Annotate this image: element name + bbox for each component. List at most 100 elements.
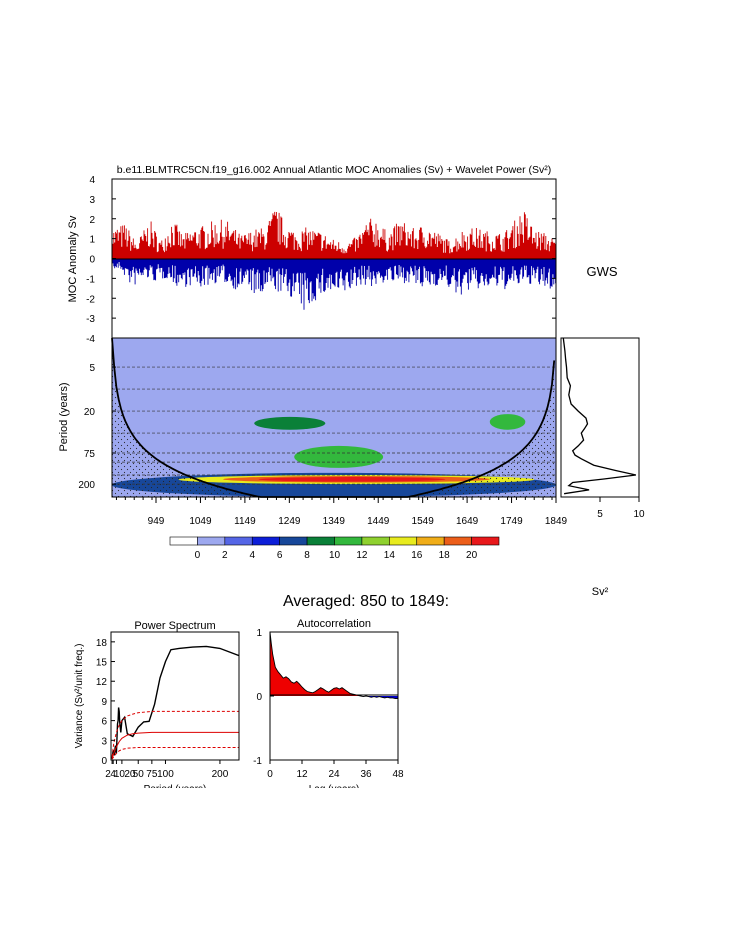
power-spectrum-x-tick-label: 20	[124, 769, 136, 780]
power-spectrum-series-line	[111, 645, 239, 759]
colorbar-swatch	[416, 536, 445, 546]
autocorrelation-negative-area	[270, 696, 398, 699]
power-spectrum-frame	[110, 631, 240, 761]
figure-title: b.e11.BLMTRC5CN.f19_g16.002 Annual Atlan…	[117, 164, 551, 176]
averaged-label: Averaged: 850 to 1849:	[283, 593, 449, 610]
wavelet-x-tick-label: 1549	[412, 516, 435, 527]
power-spectrum-series-line	[111, 747, 239, 760]
wavelet-x-tick-label: 949	[148, 516, 165, 527]
power-spectrum-series-line	[111, 710, 239, 757]
wavelet-x-ticks: 949 1049 1149 1249 1349 1449 1549 1649 1749 1849	[115, 497, 568, 527]
wavelet-y-tick-label: 20	[84, 407, 96, 418]
autocorrelation-y-tick-label: 0	[256, 692, 262, 703]
gws-line	[562, 337, 637, 495]
wavelet-background	[112, 338, 556, 497]
colorbar-swatch	[334, 536, 363, 546]
autocorrelation-line	[269, 631, 398, 700]
colorbar-tick-label: 10	[329, 550, 341, 561]
wavelet-x-tick-label: 1249	[278, 516, 301, 527]
power-spectrum-y-tick-label: 12	[96, 677, 108, 688]
wavelet-power-panel: 5 20 75 200 949 1049 1149 1249 1349 1449 1549 1649…	[58, 337, 568, 527]
moc-positive-bars	[111, 211, 557, 259]
wavelet-y-tick-label: 5	[89, 363, 95, 374]
colorbar-tick-label: 20	[466, 550, 478, 561]
moc-anomaly-bars	[111, 211, 557, 310]
colorbar-tick-label: 16	[411, 550, 423, 561]
autocorrelation-x-tick-label: 24	[328, 769, 340, 780]
colorbar-swatch	[443, 536, 472, 546]
autocorrelation-x-tick-label: 0	[267, 769, 273, 780]
wavelet-power-contour	[489, 414, 526, 430]
gws-x-tick-label: 10	[633, 509, 645, 520]
moc-y-axis-label: MOC Anomaly Sv	[67, 215, 79, 302]
moc-negative-bars	[111, 258, 557, 310]
colorbar-swatch	[224, 536, 253, 546]
colorbar-swatch	[251, 536, 280, 546]
autocorrelation-y-ticks: -1 0 1	[253, 628, 274, 767]
power-spectrum-y-tick-label: 15	[96, 658, 108, 669]
power-spectrum-x-tick-label: 10	[114, 769, 126, 780]
autocorrelation-x-ticks: 0 12 24 36 48	[267, 760, 404, 780]
autocorrelation-y-tick-label: 1	[256, 628, 262, 639]
power-spectrum-y-axis-label: Variance (Sv²/unit freq.)	[74, 644, 85, 749]
autocorrelation-x-tick-label: 36	[360, 769, 372, 780]
colorbar-tick-label: 18	[439, 550, 451, 561]
power-spectrum-x-tick-label: 50	[133, 769, 145, 780]
sv2-label: Sv²	[592, 586, 609, 598]
moc-y-tick-label: -4	[86, 334, 95, 345]
autocorrelation-positive-area	[270, 632, 398, 696]
power-spectrum-x-tick-label: 200	[212, 769, 229, 780]
moc-y-tick-label: 1	[89, 235, 95, 246]
colorbar-tick-label: 2	[222, 550, 228, 561]
gws-label: GWS	[586, 264, 617, 279]
wavelet-y-axis-label: Period (years)	[58, 382, 70, 451]
moc-y-tick-label: 0	[89, 255, 95, 266]
power-spectrum-x-tick-label: 100	[157, 769, 174, 780]
gws-panel: 5 10	[560, 337, 645, 520]
colorbar-tick-label: 6	[277, 550, 283, 561]
autocorrelation-title: Autocorrelation	[297, 618, 371, 630]
cone-of-influence-hatch	[112, 338, 556, 497]
wavelet-y-tick-label: 75	[84, 449, 96, 460]
colorbar-tick-label: 4	[249, 550, 255, 561]
moc-y-tick-label: 4	[89, 175, 95, 186]
colorbar-tick-label: 12	[356, 550, 368, 561]
wavelet-power-contour	[294, 445, 384, 468]
moc-y-tick-label: -3	[86, 314, 95, 325]
colorbar-swatch	[279, 536, 308, 546]
power-spectrum-y-tick-label: 6	[101, 717, 107, 728]
moc-y-tick-label: 2	[89, 215, 95, 226]
wavelet-x-tick-label: 1749	[500, 516, 523, 527]
moc-y-tick-label: -1	[86, 274, 95, 285]
wavelet-x-tick-label: 1049	[189, 516, 212, 527]
wavelet-x-tick-label: 1849	[545, 516, 568, 527]
moc-y-tick-label: 3	[89, 195, 95, 206]
power-spectrum-y-tick-label: 18	[96, 638, 108, 649]
colorbar-swatch	[169, 536, 198, 546]
moc-y-tick-label: -2	[86, 294, 95, 305]
colorbar-tick-label: 8	[304, 550, 310, 561]
wavelet-x-tick-label: 1449	[367, 516, 390, 527]
wavelet-x-tick-label: 1649	[456, 516, 479, 527]
colorbar-tick-label: 0	[195, 550, 201, 561]
gws-x-ticks: 5 10	[597, 497, 645, 520]
power-spectrum-title: Power Spectrum	[134, 620, 215, 632]
power-spectrum-y-ticks: 0 3 6 9 12 15 18	[96, 638, 115, 767]
power-spectrum-y-tick-label: 9	[101, 697, 107, 708]
colorbar-swatch	[361, 536, 390, 546]
power-spectrum-y-tick-label: 3	[101, 736, 107, 747]
wavelet-power-contour	[254, 416, 326, 430]
colorbar-swatch	[471, 536, 500, 546]
colorbar-swatch	[197, 536, 226, 546]
power-spectrum-x-tick-label: 75	[146, 769, 158, 780]
autocorrelation-area	[269, 631, 398, 700]
wavelet-power-contour	[258, 477, 446, 482]
power-spectrum-series-line	[111, 731, 239, 759]
autocorrelation-x-tick-label: 48	[392, 769, 404, 780]
moc-anomaly-panel: 4 3 2 1 0 -1 -2 -3 -4 MOC Anomaly Sv	[67, 175, 557, 345]
colorbar-tick-label: 14	[384, 550, 396, 561]
